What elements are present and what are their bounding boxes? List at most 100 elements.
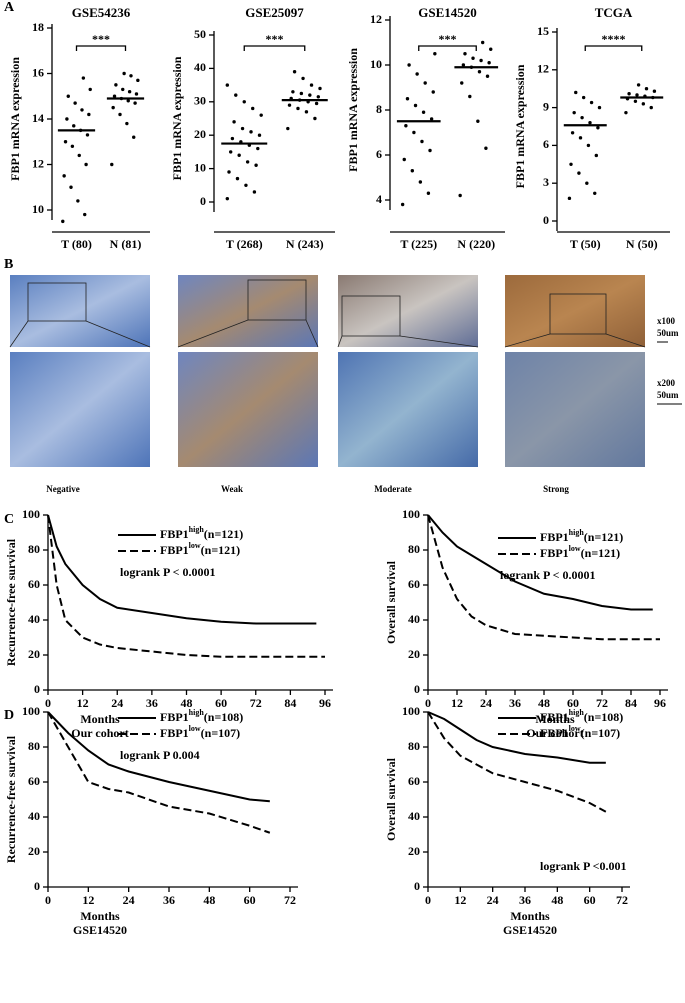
data-point: [232, 120, 236, 124]
legend-text: high: [569, 708, 585, 717]
x-tick-label: 48: [551, 893, 563, 907]
y-tick-label: 3: [543, 175, 549, 189]
data-point: [225, 83, 230, 87]
x-tick-label: T (80): [61, 237, 92, 251]
ihc-image: [505, 275, 645, 347]
x-tick-label: 60: [584, 893, 596, 907]
data-point: [405, 97, 410, 101]
subtitle: GSE14520: [73, 923, 127, 937]
data-point: [73, 101, 77, 105]
legend-text: FBP1: [540, 546, 569, 560]
x-tick-label: 60: [244, 893, 256, 907]
y-tick-label: 0: [34, 879, 40, 893]
x-tick-label: 24: [480, 696, 492, 710]
survival-curve: [427, 514, 653, 611]
legend-text: low: [569, 724, 581, 733]
data-point: [588, 121, 592, 125]
y-axis-label: Recurrence-free survival: [4, 538, 18, 666]
data-point: [413, 103, 418, 108]
data-point: [240, 126, 245, 131]
legend-text: low: [189, 724, 201, 733]
data-point: [110, 162, 114, 167]
y-tick-label: 12: [370, 12, 382, 26]
survival-curve: [427, 711, 607, 813]
chart-title: TCGA: [595, 5, 633, 20]
legend-text: high: [569, 528, 585, 537]
data-point: [114, 83, 118, 87]
ihc-image: [505, 352, 645, 467]
data-point: [468, 94, 472, 99]
legend-text: FBP1: [160, 710, 189, 724]
data-point: [569, 162, 573, 166]
data-point: [461, 63, 466, 67]
data-point: [87, 112, 91, 117]
x-tick-label: 84: [284, 696, 296, 710]
x-axis-label: Months: [510, 909, 550, 923]
x-tick-label: T (50): [570, 237, 601, 251]
data-point: [251, 106, 255, 111]
data-point: [597, 105, 602, 110]
data-point: [641, 102, 646, 106]
significance: ***: [439, 32, 457, 46]
data-point: [301, 76, 305, 81]
y-tick-label: 16: [32, 65, 44, 79]
data-point: [296, 106, 300, 111]
y-tick-label: 100: [402, 704, 420, 718]
y-tick-label: 0: [34, 682, 40, 696]
data-point: [627, 92, 631, 96]
data-point: [126, 99, 130, 103]
data-point: [61, 219, 65, 224]
data-point: [84, 162, 88, 167]
x-tick-label: 60: [215, 696, 227, 710]
y-tick-label: 12: [32, 156, 44, 170]
data-point: [134, 92, 139, 96]
data-point: [80, 108, 84, 112]
survival-curve: [47, 711, 270, 803]
x-tick-label: 84: [625, 696, 637, 710]
x-axis-label: Months: [535, 712, 575, 726]
x-tick-label: 96: [319, 696, 331, 710]
legend-entry: FBP1low(n=121): [160, 541, 240, 557]
data-point: [287, 103, 292, 107]
data-point: [225, 196, 230, 201]
y-axis-label: FBP1 mRNA expression: [170, 56, 184, 180]
annotation: logrank P 0.004: [120, 748, 200, 762]
data-point: [636, 83, 641, 87]
data-point: [589, 100, 594, 105]
data-point: [72, 124, 76, 128]
data-point: [309, 83, 314, 87]
legend-text: FBP1: [540, 530, 569, 544]
legend-text: low: [189, 541, 201, 550]
legend-text: (n=108): [204, 710, 244, 724]
data-point: [85, 133, 90, 137]
x-tick-label: N (220): [457, 237, 495, 251]
y-tick-label: 40: [194, 60, 206, 74]
data-point: [596, 126, 600, 130]
data-point: [121, 87, 125, 92]
chart-title: GSE25097: [245, 5, 304, 20]
data-point: [129, 74, 133, 78]
ihc-image: [178, 352, 318, 467]
y-tick-label: 6: [376, 147, 382, 161]
x-tick-label: 24: [487, 893, 499, 907]
x-tick-label: 48: [181, 696, 193, 710]
scale: 50um: [657, 328, 679, 338]
panel-label: B: [4, 257, 13, 272]
data-point: [237, 153, 241, 157]
significance-bracket: [584, 45, 643, 51]
panel-label: A: [4, 0, 15, 15]
y-tick-label: 9: [543, 99, 549, 113]
legend-text: FBP1: [160, 527, 189, 541]
data-point: [572, 110, 576, 115]
data-point: [308, 93, 312, 97]
scale: 50um: [657, 390, 679, 400]
significance: ****: [602, 32, 626, 46]
data-point: [423, 81, 427, 85]
annotation: logrank P <0.001: [540, 859, 627, 873]
data-point: [314, 101, 319, 106]
x-tick-label: 72: [284, 893, 296, 907]
legend-text: (n=121): [201, 543, 241, 557]
ihc-label: Strong: [543, 484, 569, 494]
data-point: [458, 193, 462, 198]
